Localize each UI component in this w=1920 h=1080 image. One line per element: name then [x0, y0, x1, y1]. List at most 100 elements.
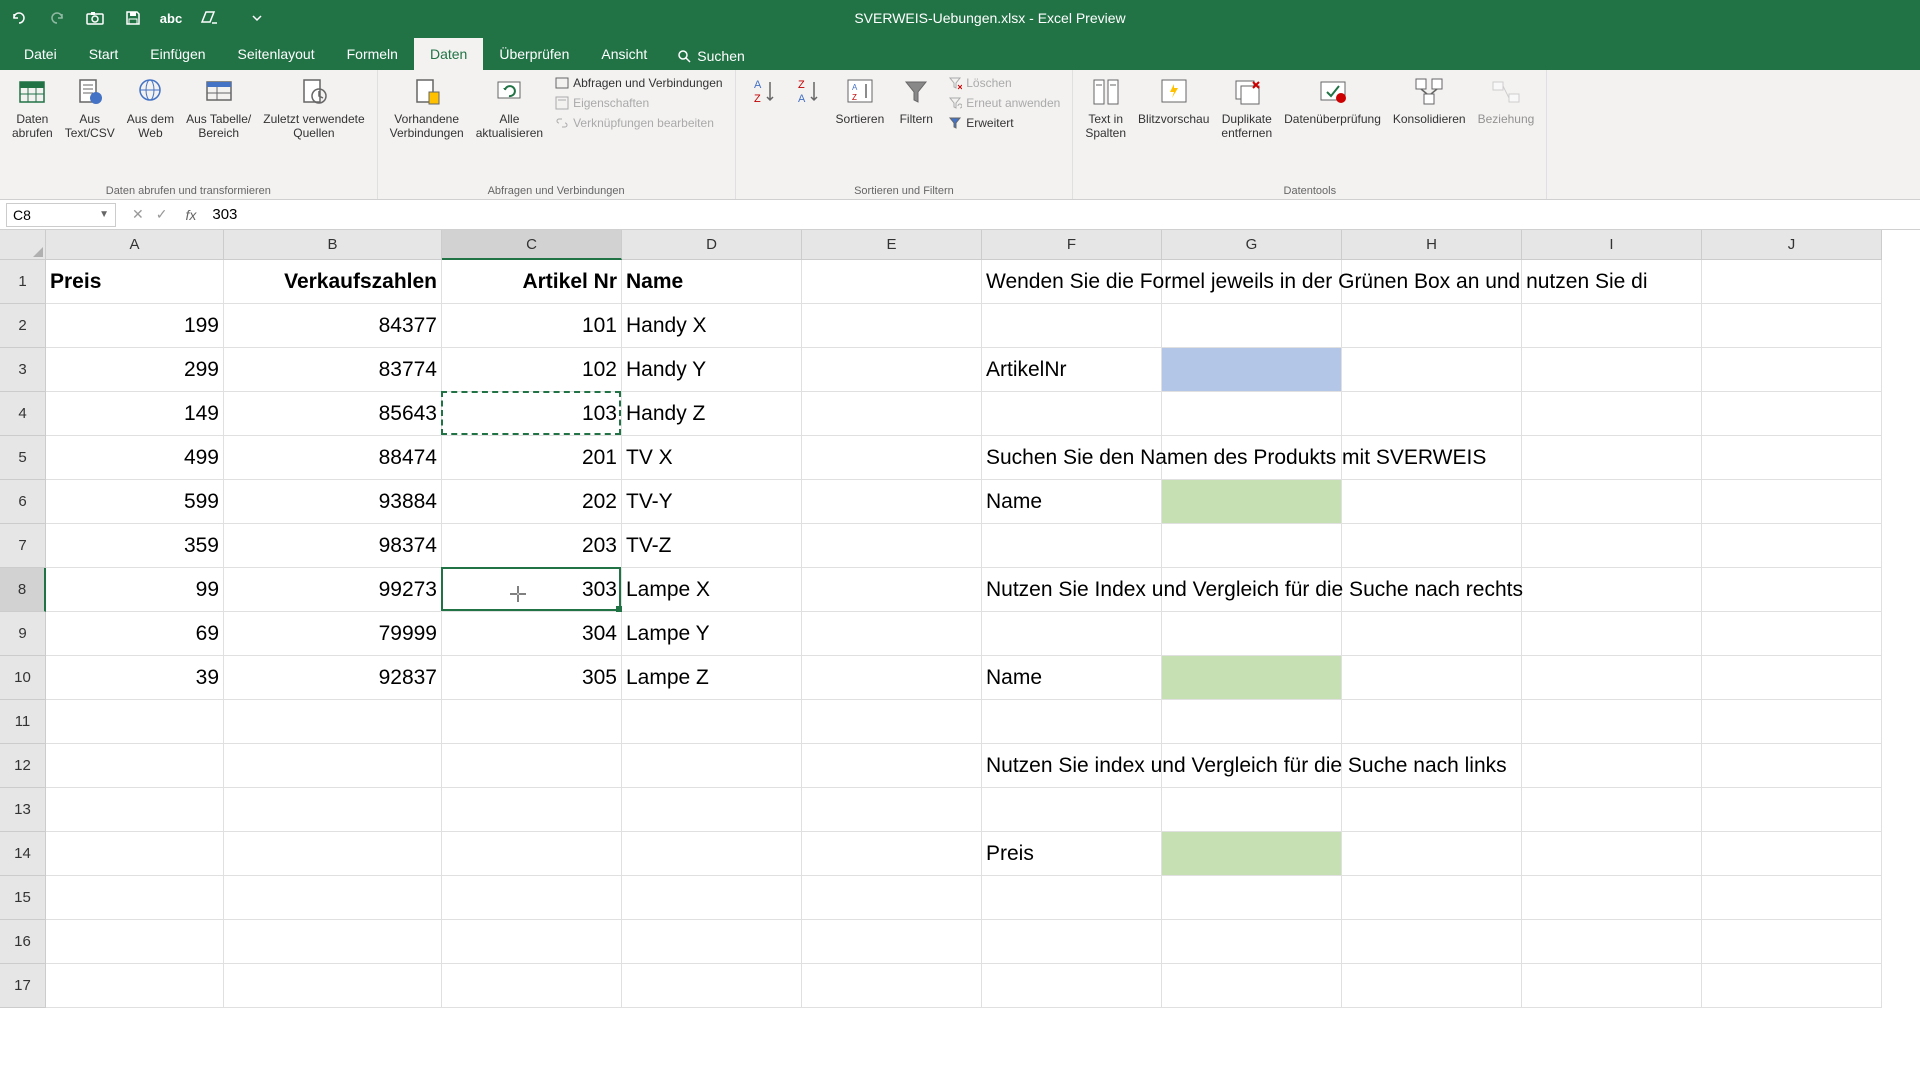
cell-I5[interactable]: [1522, 436, 1702, 480]
cell-C16[interactable]: [442, 920, 622, 964]
aus-text-button[interactable]: Aus Text/CSV: [61, 74, 119, 143]
erweitert-button[interactable]: Erweitert: [944, 114, 1064, 132]
cell-B11[interactable]: [224, 700, 442, 744]
cell-G3[interactable]: [1162, 348, 1342, 392]
blitzvorschau-button[interactable]: Blitzvorschau: [1134, 74, 1213, 128]
konsolidieren-button[interactable]: Konsolidieren: [1389, 74, 1470, 128]
cell-J10[interactable]: [1702, 656, 1882, 700]
cell-G4[interactable]: [1162, 392, 1342, 436]
beziehung-button[interactable]: Beziehung: [1474, 74, 1539, 128]
cell-E3[interactable]: [802, 348, 982, 392]
cell-G10[interactable]: [1162, 656, 1342, 700]
cell-C14[interactable]: [442, 832, 622, 876]
cell-F3[interactable]: ArtikelNr: [982, 348, 1162, 392]
cell-A10[interactable]: 39: [46, 656, 224, 700]
cell-I14[interactable]: [1522, 832, 1702, 876]
cell-D5[interactable]: TV X: [622, 436, 802, 480]
cell-H6[interactable]: [1342, 480, 1522, 524]
cell-I13[interactable]: [1522, 788, 1702, 832]
cell-C13[interactable]: [442, 788, 622, 832]
cell-B7[interactable]: 98374: [224, 524, 442, 568]
zuletzt-button[interactable]: Zuletzt verwendete Quellen: [259, 74, 368, 143]
cell-A16[interactable]: [46, 920, 224, 964]
cell-J15[interactable]: [1702, 876, 1882, 920]
eigenschaften-button[interactable]: Eigenschaften: [551, 94, 726, 112]
cell-C12[interactable]: [442, 744, 622, 788]
cell-I2[interactable]: [1522, 304, 1702, 348]
cell-F16[interactable]: [982, 920, 1162, 964]
cell-H10[interactable]: [1342, 656, 1522, 700]
formula-input[interactable]: 303: [204, 206, 1920, 223]
cell-C17[interactable]: [442, 964, 622, 1008]
sort-az-button[interactable]: AZ: [744, 74, 784, 114]
cell-E8[interactable]: [802, 568, 982, 612]
cell-C10[interactable]: 305: [442, 656, 622, 700]
vorhandene-button[interactable]: Vorhandene Verbindungen: [386, 74, 468, 143]
erneut-button[interactable]: Erneut anwenden: [944, 94, 1064, 112]
cell-C9[interactable]: 304: [442, 612, 622, 656]
cell-J2[interactable]: [1702, 304, 1882, 348]
redo-icon[interactable]: [46, 7, 68, 29]
text-spalten-button[interactable]: Text in Spalten: [1081, 74, 1130, 143]
cell-H4[interactable]: [1342, 392, 1522, 436]
cell-A9[interactable]: 69: [46, 612, 224, 656]
row-header-17[interactable]: 17: [0, 964, 46, 1008]
daten-abrufen-button[interactable]: Daten abrufen: [8, 74, 57, 143]
datenueberpruefung-button[interactable]: Datenüberprüfung: [1280, 74, 1385, 128]
cell-D12[interactable]: [622, 744, 802, 788]
cell-B4[interactable]: 85643: [224, 392, 442, 436]
row-header-4[interactable]: 4: [0, 392, 46, 436]
filtern-button[interactable]: Filtern: [892, 74, 940, 128]
cell-J6[interactable]: [1702, 480, 1882, 524]
cell-A3[interactable]: 299: [46, 348, 224, 392]
cell-B8[interactable]: 99273: [224, 568, 442, 612]
camera-icon[interactable]: [84, 7, 106, 29]
cell-J3[interactable]: [1702, 348, 1882, 392]
cell-G2[interactable]: [1162, 304, 1342, 348]
col-header-E[interactable]: E: [802, 230, 982, 260]
cell-G17[interactable]: [1162, 964, 1342, 1008]
cell-D7[interactable]: TV-Z: [622, 524, 802, 568]
cell-E7[interactable]: [802, 524, 982, 568]
cell-D15[interactable]: [622, 876, 802, 920]
cell-A15[interactable]: [46, 876, 224, 920]
cell-J1[interactable]: [1702, 260, 1882, 304]
cell-E6[interactable]: [802, 480, 982, 524]
cell-G7[interactable]: [1162, 524, 1342, 568]
cell-H14[interactable]: [1342, 832, 1522, 876]
cell-I15[interactable]: [1522, 876, 1702, 920]
cell-F6[interactable]: Name: [982, 480, 1162, 524]
sortieren-button[interactable]: AZSortieren: [832, 74, 889, 128]
save-icon[interactable]: [122, 7, 144, 29]
cell-F7[interactable]: [982, 524, 1162, 568]
cell-F10[interactable]: Name: [982, 656, 1162, 700]
col-header-A[interactable]: A: [46, 230, 224, 260]
cell-A2[interactable]: 199: [46, 304, 224, 348]
undo-icon[interactable]: [8, 7, 30, 29]
cell-D1[interactable]: Name: [622, 260, 802, 304]
row-header-12[interactable]: 12: [0, 744, 46, 788]
cell-E1[interactable]: [802, 260, 982, 304]
cell-C5[interactable]: 201: [442, 436, 622, 480]
cell-B6[interactable]: 93884: [224, 480, 442, 524]
cell-G14[interactable]: [1162, 832, 1342, 876]
cell-H2[interactable]: [1342, 304, 1522, 348]
cell-A4[interactable]: 149: [46, 392, 224, 436]
cell-B3[interactable]: 83774: [224, 348, 442, 392]
formula-accept-icon[interactable]: ✓: [156, 206, 168, 223]
cell-D2[interactable]: Handy X: [622, 304, 802, 348]
col-header-F[interactable]: F: [982, 230, 1162, 260]
cell-I3[interactable]: [1522, 348, 1702, 392]
cell-H13[interactable]: [1342, 788, 1522, 832]
col-header-B[interactable]: B: [224, 230, 442, 260]
cell-E16[interactable]: [802, 920, 982, 964]
cell-G16[interactable]: [1162, 920, 1342, 964]
cell-B1[interactable]: Verkaufszahlen: [224, 260, 442, 304]
cell-J11[interactable]: [1702, 700, 1882, 744]
aus-web-button[interactable]: Aus dem Web: [123, 74, 178, 143]
aus-tabelle-button[interactable]: Aus Tabelle/ Bereich: [182, 74, 255, 143]
cell-F15[interactable]: [982, 876, 1162, 920]
cell-B12[interactable]: [224, 744, 442, 788]
cell-I6[interactable]: [1522, 480, 1702, 524]
alle-aktualisieren-button[interactable]: Alle aktualisieren: [472, 74, 547, 143]
